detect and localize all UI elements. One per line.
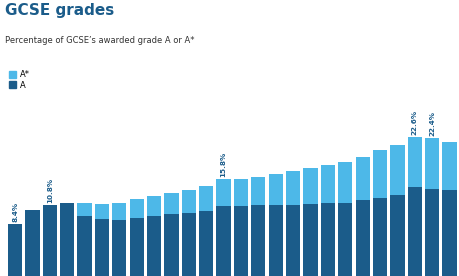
Bar xyxy=(164,214,178,276)
Bar xyxy=(389,145,403,195)
Text: 8.4%: 8.4% xyxy=(12,202,18,222)
Bar xyxy=(43,205,57,276)
Bar xyxy=(424,138,438,189)
Bar xyxy=(407,187,421,276)
Bar xyxy=(95,204,109,219)
Bar xyxy=(129,199,144,217)
Bar xyxy=(424,189,438,276)
Bar xyxy=(60,203,74,276)
Bar xyxy=(355,156,369,200)
Bar xyxy=(285,205,300,276)
Bar xyxy=(355,200,369,276)
Text: GCSE grades: GCSE grades xyxy=(5,3,114,18)
Bar xyxy=(181,190,196,213)
Bar xyxy=(112,220,126,276)
Bar xyxy=(268,205,282,276)
Bar xyxy=(164,193,178,214)
Bar xyxy=(8,224,22,276)
Bar xyxy=(216,206,230,276)
Bar xyxy=(181,213,196,276)
Bar xyxy=(285,171,300,205)
Bar xyxy=(337,162,352,203)
Bar xyxy=(303,204,317,276)
Bar xyxy=(251,177,265,205)
Bar xyxy=(199,186,213,211)
Bar xyxy=(389,195,403,276)
Bar xyxy=(407,137,421,187)
Text: 22.4%: 22.4% xyxy=(428,111,434,136)
Bar xyxy=(146,196,161,216)
Bar xyxy=(129,217,144,276)
Bar xyxy=(146,216,161,276)
Bar xyxy=(337,203,352,276)
Bar xyxy=(251,205,265,276)
Text: 10.8%: 10.8% xyxy=(47,178,53,203)
Bar xyxy=(233,206,247,276)
Bar xyxy=(320,165,334,203)
Bar xyxy=(95,219,109,276)
Bar xyxy=(77,203,91,216)
Bar xyxy=(112,203,126,220)
Bar xyxy=(372,198,386,276)
Bar xyxy=(77,216,91,276)
Text: 22.6%: 22.6% xyxy=(411,110,417,135)
Bar xyxy=(442,142,456,190)
Bar xyxy=(372,150,386,198)
Bar xyxy=(442,190,456,276)
Text: Percentage of GCSE’s awarded grade A or A*: Percentage of GCSE’s awarded grade A or … xyxy=(5,36,194,45)
Bar xyxy=(199,211,213,276)
Text: 15.8%: 15.8% xyxy=(220,152,226,177)
Bar xyxy=(303,168,317,204)
Bar xyxy=(25,209,39,276)
Bar xyxy=(268,174,282,205)
Bar xyxy=(216,179,230,206)
Bar xyxy=(320,203,334,276)
Legend: A*, A: A*, A xyxy=(9,70,29,90)
Bar xyxy=(233,179,247,206)
